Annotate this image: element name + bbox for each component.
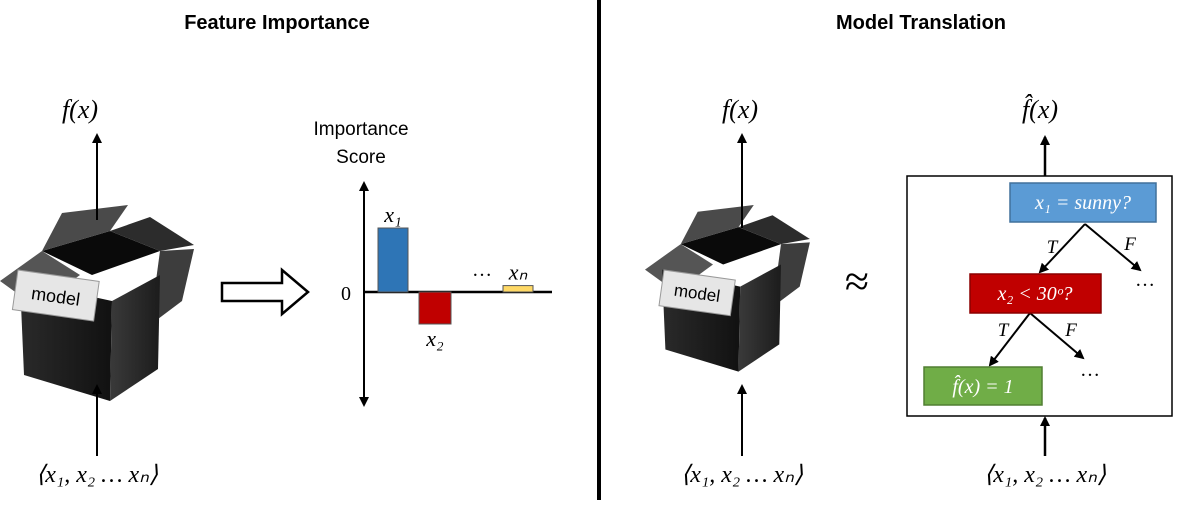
mid-false-label: F [1064, 320, 1077, 341]
left-output-label: f(x) [62, 95, 98, 124]
importance-bar-label-1: x₁ [383, 202, 401, 227]
approx-symbol: ≈ [845, 257, 869, 306]
chart-zero-label: 0 [341, 283, 351, 305]
tree-mid-node [969, 273, 1102, 314]
tree-root-node [1009, 182, 1157, 223]
left-panel-title: Feature Importance [184, 12, 370, 34]
black-box-right: model [645, 205, 810, 372]
chart-title-line2: Score [336, 147, 386, 168]
tree-leaf-node [923, 366, 1043, 406]
root-false-label: F [1123, 234, 1136, 255]
importance-bar-3 [502, 285, 534, 293]
edge-root-true [1038, 223, 1086, 274]
edge-mid-false [1029, 312, 1085, 360]
tree-leaf-label: f̂(x) = 1 [952, 374, 1013, 398]
root-true-label: T [1047, 237, 1059, 258]
edge-root-false [1084, 223, 1142, 272]
right-output-label: f(x) [722, 95, 758, 124]
importance-bar-1 [377, 227, 409, 293]
tree-mid-label: x₂ < 30ᵒ? [996, 283, 1072, 305]
importance-bar-label-3: xₙ [508, 260, 528, 285]
surrogate-output-label: f̂(x) [1022, 95, 1058, 124]
model-label-card-right [658, 269, 736, 317]
edge-mid-true [988, 312, 1031, 367]
right-input-label: ⟨x₁, x₂ … xₙ⟩ [681, 462, 804, 488]
root-false-ellipsis: … [1135, 269, 1155, 291]
black-box-left: model [0, 205, 194, 401]
importance-bar-2 [418, 291, 452, 325]
surrogate-input-label: ⟨x₁, x₂ … xₙ⟩ [984, 462, 1107, 488]
decision-tree: T F T F … … x₁ = sunny? x₂ < 30ᵒ? f̂(x) … [906, 175, 1173, 417]
chart-ellipsis: … [472, 259, 492, 281]
mid-false-ellipsis: … [1080, 359, 1100, 381]
transform-arrow [220, 267, 310, 317]
right-panel-title: Model Translation [836, 12, 1006, 34]
importance-bar-label-2: x₂ [425, 326, 444, 351]
model-label-card-left [11, 269, 100, 322]
left-input-label: ⟨x₁, x₂ … xₙ⟩ [36, 462, 159, 488]
chart-title-line1: Importance [313, 119, 408, 140]
importance-chart: Importance Score 0 … x₁ x₂ xₙ [313, 119, 552, 407]
mid-true-label: T [998, 320, 1010, 341]
tree-root-label: x₁ = sunny? [1034, 192, 1131, 214]
